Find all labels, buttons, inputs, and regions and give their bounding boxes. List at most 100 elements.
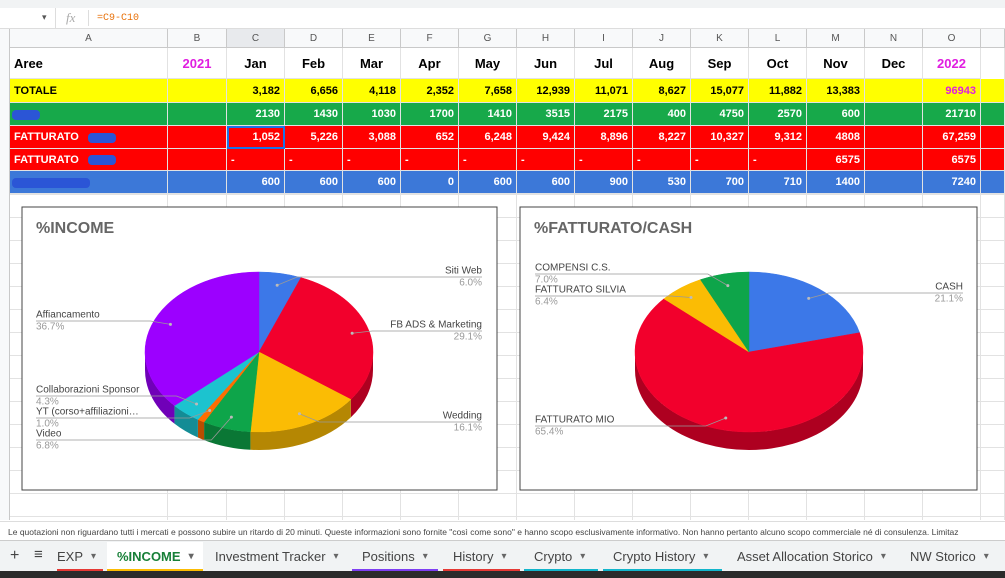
header-cell[interactable]: Oct [749, 48, 807, 79]
data-cell[interactable]: 67,259 [923, 126, 981, 149]
data-cell[interactable]: 600 [517, 171, 575, 194]
row-label[interactable] [10, 103, 168, 126]
data-cell[interactable]: 1400 [807, 171, 865, 194]
sheet-tab[interactable]: NW Storico [900, 542, 1005, 570]
data-cell[interactable]: 400 [633, 103, 691, 126]
data-cell[interactable] [865, 79, 923, 103]
column-header[interactable]: J [633, 29, 691, 48]
column-header[interactable]: I [575, 29, 633, 48]
data-cell[interactable]: - [227, 149, 285, 171]
data-cell[interactable]: - [517, 149, 575, 171]
header-cell[interactable]: Feb [285, 48, 343, 79]
data-cell[interactable]: 13,383 [807, 79, 865, 103]
sheet-tab[interactable]: History [443, 542, 520, 570]
column-header[interactable]: L [749, 29, 807, 48]
data-cell[interactable]: 0 [401, 171, 459, 194]
data-cell[interactable]: 6,656 [285, 79, 343, 103]
data-cell[interactable]: 6575 [807, 149, 865, 171]
data-cell[interactable]: 4,118 [343, 79, 401, 103]
header-cell[interactable]: May [459, 48, 517, 79]
data-cell[interactable]: 11,071 [575, 79, 633, 103]
data-cell[interactable]: 1410 [459, 103, 517, 126]
row-label[interactable]: FATTURATO [10, 126, 168, 149]
data-cell[interactable]: 600 [285, 171, 343, 194]
row-label[interactable]: FATTURATO [10, 149, 168, 171]
data-cell[interactable] [168, 103, 227, 126]
data-cell[interactable]: 3,182 [227, 79, 285, 103]
data-cell[interactable]: 600 [807, 103, 865, 126]
data-cell[interactable]: 5,226 [285, 126, 343, 149]
data-cell[interactable]: - [459, 149, 517, 171]
data-cell[interactable] [865, 126, 923, 149]
column-header[interactable]: D [285, 29, 343, 48]
column-header[interactable]: K [691, 29, 749, 48]
data-cell[interactable]: 710 [749, 171, 807, 194]
data-cell[interactable] [865, 149, 923, 171]
data-cell[interactable] [168, 126, 227, 149]
data-cell[interactable]: 1030 [343, 103, 401, 126]
data-cell[interactable] [168, 149, 227, 171]
header-cell[interactable]: Dec [865, 48, 923, 79]
data-cell[interactable]: 10,327 [691, 126, 749, 149]
data-cell[interactable]: 530 [633, 171, 691, 194]
data-cell[interactable]: 2175 [575, 103, 633, 126]
data-cell[interactable]: - [285, 149, 343, 171]
column-header[interactable]: B [168, 29, 227, 48]
header-cell[interactable]: Nov [807, 48, 865, 79]
data-cell[interactable]: - [749, 149, 807, 171]
data-cell[interactable]: - [633, 149, 691, 171]
data-cell[interactable]: 900 [575, 171, 633, 194]
data-cell[interactable]: 2,352 [401, 79, 459, 103]
data-cell[interactable]: 1700 [401, 103, 459, 126]
column-header[interactable]: G [459, 29, 517, 48]
header-cell[interactable]: Mar [343, 48, 401, 79]
data-cell[interactable]: 8,227 [633, 126, 691, 149]
data-cell[interactable]: 600 [459, 171, 517, 194]
data-cell[interactable]: 7,658 [459, 79, 517, 103]
add-sheet[interactable]: + [10, 547, 20, 564]
data-cell[interactable]: 8,627 [633, 79, 691, 103]
header-cell[interactable]: Jun [517, 48, 575, 79]
data-cell[interactable]: 3515 [517, 103, 575, 126]
header-cell[interactable]: 2021 [168, 48, 227, 79]
data-cell[interactable]: 700 [691, 171, 749, 194]
column-header[interactable]: N [865, 29, 923, 48]
row-label[interactable] [10, 171, 168, 194]
data-cell[interactable]: - [343, 149, 401, 171]
data-cell[interactable]: 15,077 [691, 79, 749, 103]
data-cell[interactable]: 1430 [285, 103, 343, 126]
header-cell[interactable]: Aree [10, 48, 168, 79]
name-box[interactable]: ▾ [0, 8, 56, 28]
column-header[interactable]: H [517, 29, 575, 48]
header-cell[interactable]: 2022 [923, 48, 981, 79]
data-cell[interactable]: 9,424 [517, 126, 575, 149]
data-cell[interactable]: - [691, 149, 749, 171]
data-cell[interactable]: 4750 [691, 103, 749, 126]
data-cell[interactable]: 11,882 [749, 79, 807, 103]
sheet-tab[interactable]: %INCOME [107, 542, 203, 570]
data-cell[interactable]: 600 [227, 171, 285, 194]
data-cell[interactable]: 12,939 [517, 79, 575, 103]
header-cell[interactable]: Sep [691, 48, 749, 79]
data-cell[interactable]: 1,052 [227, 126, 285, 149]
data-cell[interactable]: 3,088 [343, 126, 401, 149]
data-cell[interactable]: 8,896 [575, 126, 633, 149]
data-cell[interactable]: 2570 [749, 103, 807, 126]
sheets-menu[interactable]: ≡ [34, 546, 43, 563]
data-cell[interactable]: 4808 [807, 126, 865, 149]
formula[interactable]: =C9-C10 [97, 13, 140, 24]
header-cell[interactable]: Aug [633, 48, 691, 79]
data-cell[interactable]: 7240 [923, 171, 981, 194]
header-cell[interactable]: Apr [401, 48, 459, 79]
data-cell[interactable]: - [575, 149, 633, 171]
header-cell[interactable]: Jan [227, 48, 285, 79]
sheet-tab[interactable]: Crypto History [603, 542, 722, 570]
sheet-tab[interactable]: Crypto [524, 542, 598, 570]
row-label[interactable]: TOTALE [10, 79, 168, 103]
data-cell[interactable] [865, 103, 923, 126]
data-cell[interactable]: 600 [343, 171, 401, 194]
data-cell[interactable]: 6575 [923, 149, 981, 171]
data-cell[interactable]: 9,312 [749, 126, 807, 149]
column-header[interactable]: F [401, 29, 459, 48]
data-cell[interactable]: 21710 [923, 103, 981, 126]
